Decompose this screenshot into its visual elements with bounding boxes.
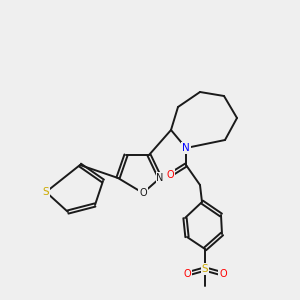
Text: S: S [43,187,49,197]
Text: O: O [166,170,174,180]
Text: S: S [202,264,208,274]
Text: O: O [139,188,147,198]
Text: N: N [182,143,190,153]
Text: O: O [183,269,191,279]
Text: O: O [219,269,227,279]
Text: N: N [156,173,164,183]
